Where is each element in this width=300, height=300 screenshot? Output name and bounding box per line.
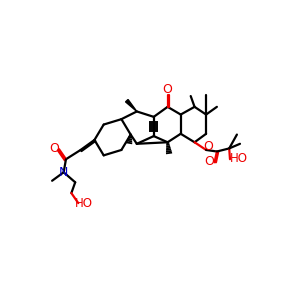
Text: O: O: [204, 155, 214, 168]
Polygon shape: [125, 100, 137, 112]
Text: O: O: [50, 142, 59, 155]
Text: HO: HO: [75, 197, 93, 210]
Text: N: N: [59, 166, 68, 179]
Text: O: O: [203, 140, 213, 153]
Text: HO: HO: [230, 152, 247, 165]
Text: O: O: [163, 83, 172, 96]
